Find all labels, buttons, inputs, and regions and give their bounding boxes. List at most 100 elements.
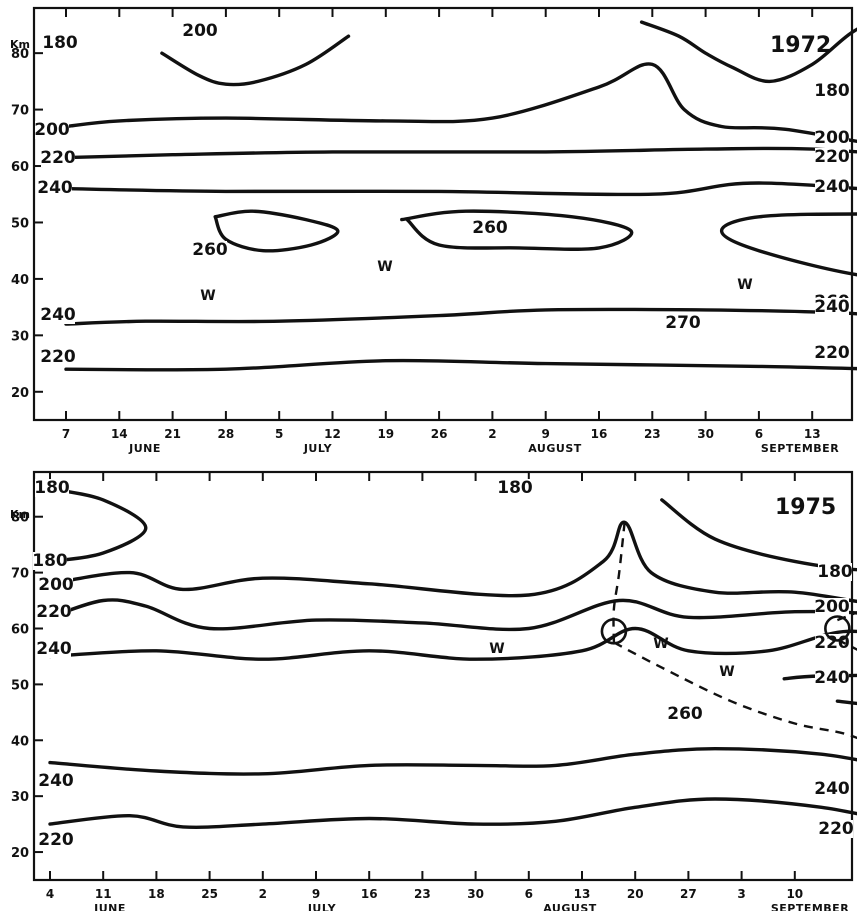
label-backing <box>819 820 853 838</box>
chart-title: 1975 <box>775 495 836 520</box>
month-label: AUGUST <box>528 442 582 455</box>
label-backing <box>815 298 849 316</box>
y-unit-label: Km <box>10 38 30 51</box>
label-backing <box>815 129 849 147</box>
x-tick-label: 23 <box>414 887 431 901</box>
label-backing <box>815 634 849 652</box>
label-backing <box>35 121 69 139</box>
isotherm-label: 180 <box>497 478 533 498</box>
x-tick-label: 30 <box>697 427 714 441</box>
y-unit-label: Km <box>10 508 30 521</box>
isotherm-label: 270 <box>665 313 701 333</box>
label-backing <box>183 22 217 40</box>
warming-track-dashed <box>612 522 626 643</box>
x-tick-label: 20 <box>627 887 644 901</box>
label-backing <box>815 669 849 687</box>
label-backing <box>473 219 507 237</box>
isotherm-label: 220 <box>36 602 72 622</box>
month-label: SEPTEMBER <box>771 902 849 911</box>
y-tick-label: 80 <box>11 47 29 62</box>
warm-region-marker: W <box>377 259 392 275</box>
warming-circle-marker <box>600 617 628 645</box>
x-tick-label: 3 <box>737 887 745 901</box>
month-label: SEPTEMBER <box>761 442 839 455</box>
month-label: AUGUST <box>543 902 597 911</box>
y-tick-label: 70 <box>11 567 29 582</box>
warm-region-marker: W <box>489 641 504 657</box>
isotherm-label: 200 <box>182 21 218 41</box>
label-backing <box>815 148 849 166</box>
isotherm-label: 240 <box>40 305 76 325</box>
label-backing <box>41 149 75 167</box>
label-backing <box>39 831 73 849</box>
x-tick-label: 14 <box>111 427 128 441</box>
label-backing <box>815 598 849 616</box>
isotherm-label: 220 <box>814 343 850 363</box>
x-tick-label: 4 <box>46 887 54 901</box>
isotherm-220 <box>64 358 857 372</box>
isotherm-220 <box>64 146 857 160</box>
isotherm-label: 220 <box>814 633 850 653</box>
x-tick-label: 26 <box>431 427 448 441</box>
isotherm-200 <box>160 34 351 87</box>
isotherm-240 <box>48 747 857 776</box>
month-label: JUNE <box>93 902 126 911</box>
isotherm-label: 240 <box>36 639 72 659</box>
x-tick-label: 28 <box>218 427 235 441</box>
label-backing <box>39 576 73 594</box>
label-backing <box>815 178 849 196</box>
month-label: JULY <box>307 902 337 911</box>
label-backing <box>668 705 702 723</box>
x-tick-label: 11 <box>95 887 112 901</box>
y-tick-label: 30 <box>11 329 29 344</box>
isotherm-label: 260 <box>192 240 228 260</box>
isotherm-label: 240 <box>814 177 850 197</box>
label-backing <box>39 772 73 790</box>
label-backing <box>193 241 227 259</box>
isotherm-label: 180 <box>42 33 78 53</box>
x-tick-label: 6 <box>755 427 763 441</box>
isotherm-label: 220 <box>814 147 850 167</box>
y-tick-label: 60 <box>11 622 29 637</box>
isotherm-label: 220 <box>40 148 76 168</box>
isotherm-label: 240 <box>38 771 74 791</box>
isotherm-260 <box>213 209 340 253</box>
isotherm-label: 240 <box>814 668 850 688</box>
y-tick-label: 40 <box>11 273 29 288</box>
isotherm-label: 200 <box>814 128 850 148</box>
isotherm-label: 200 <box>814 597 850 617</box>
warm-region-marker: W <box>719 664 734 680</box>
label-backing <box>666 314 700 332</box>
isotherm-200 <box>48 520 857 604</box>
x-tick-label: 6 <box>525 887 533 901</box>
warming-track-dashed <box>613 641 857 740</box>
isotherm-label: 220 <box>818 819 854 839</box>
isotherm-220 <box>48 797 857 829</box>
label-backing <box>37 603 71 621</box>
warming-track-dashed <box>836 638 857 651</box>
label-backing <box>38 179 72 197</box>
x-tick-label: 30 <box>467 887 484 901</box>
isotherm-180 <box>639 20 857 84</box>
y-tick-label: 40 <box>11 734 29 749</box>
isotherm-label: 240 <box>37 178 73 198</box>
isotherm-240 <box>64 181 857 197</box>
x-tick-label: 19 <box>377 427 394 441</box>
x-tick-label: 7 <box>62 427 70 441</box>
isotherm-label: 240 <box>814 779 850 799</box>
label-backing <box>815 780 849 798</box>
isotherm-260 <box>400 209 634 251</box>
isotherm-label: 260 <box>667 704 703 724</box>
x-tick-label: 16 <box>361 887 378 901</box>
warm-region-marker: W <box>200 288 215 304</box>
label-backing <box>43 34 77 52</box>
x-tick-label: 25 <box>201 887 218 901</box>
isotherm-label: 220 <box>38 830 74 850</box>
month-label: JULY <box>303 442 333 455</box>
x-tick-label: 13 <box>804 427 821 441</box>
label-backing <box>41 306 75 324</box>
y-tick-label: 20 <box>11 846 29 861</box>
